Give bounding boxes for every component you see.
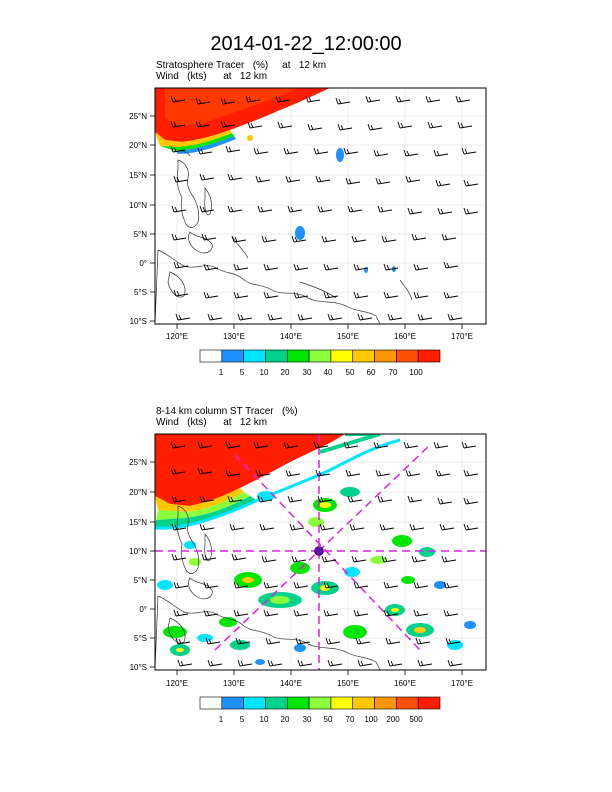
panel1-wind-label: Wind (kts) at 12 km: [156, 71, 268, 82]
panel2-lon-tick: 160°E: [394, 679, 416, 688]
panel2-lat-tick: 5°S: [134, 634, 147, 643]
colorbar-swatch: [352, 349, 375, 363]
colorbar-label: 200: [386, 715, 400, 724]
panel1-lon-tick: 150°E: [337, 332, 359, 341]
colorbar-swatch: [199, 696, 223, 710]
colorbar-label: 70: [389, 368, 398, 377]
colorbar-label: 20: [281, 715, 290, 724]
colorbar-swatch: [221, 349, 244, 363]
colorbar-swatch: [396, 349, 419, 363]
colorbar-swatch: [330, 696, 354, 710]
panel2-colorbar-labels: 1 5 10 20 30 50 70 100 200 500: [219, 715, 423, 724]
colorbar-swatch: [330, 349, 354, 363]
colorbar-label: 100: [364, 715, 378, 724]
panel2-lon-tick: 150°E: [337, 679, 359, 688]
panel1-lat-tick: 5°N: [134, 230, 148, 239]
panel2-field-label: 8-14 km column ST Tracer (%): [156, 406, 298, 417]
panel1-lat-tick: 15°N: [129, 171, 147, 180]
colorbar-swatch: [243, 349, 266, 363]
panel2-frame: [154, 433, 487, 671]
panel1-lat-tick: 20°N: [129, 141, 147, 150]
panel2-lon-tick: 130°E: [223, 679, 245, 688]
colorbar-swatch: [417, 349, 441, 363]
panel1-colorbar: [199, 349, 441, 363]
colorbar-label: 1: [219, 368, 224, 377]
colorbar-label: 50: [346, 368, 355, 377]
panel2-lat-tick: 25°N: [129, 458, 147, 467]
panel1-lat-tick: 25°N: [129, 112, 147, 121]
colorbar-label: 500: [409, 715, 423, 724]
colorbar-swatch: [221, 696, 244, 710]
colorbar-swatch: [265, 349, 288, 363]
colorbar-swatch: [308, 696, 332, 710]
panel2-lat-tick: 5°N: [134, 576, 148, 585]
colorbar-label: 50: [324, 715, 333, 724]
panel2-lat-tick: 0°: [139, 605, 147, 614]
panel1-lon-tick: 160°E: [394, 332, 416, 341]
panel1-colorbar-labels: 1 5 10 20 30 40 50 60 70 100: [219, 368, 423, 377]
colorbar-swatch: [286, 349, 310, 363]
colorbar-label: 10: [260, 715, 269, 724]
colorbar-swatch: [199, 349, 223, 363]
colorbar-label: 20: [281, 368, 290, 377]
panel1-lon-tick: 120°E: [166, 332, 188, 341]
colorbar-label: 60: [367, 368, 376, 377]
panel2-lat-tick: 10°S: [130, 663, 147, 672]
panel2-colorbar: [199, 696, 441, 710]
colorbar-label: 10: [260, 368, 269, 377]
page-title: 2014-01-22_12:00:00: [210, 33, 402, 55]
colorbar-label: 100: [409, 368, 423, 377]
colorbar-label: 30: [303, 715, 312, 724]
colorbar-label: 5: [240, 368, 245, 377]
panel1-lat-tick: 10°N: [129, 201, 147, 210]
colorbar-swatch: [352, 696, 375, 710]
colorbar-label: 1: [219, 715, 224, 724]
panel2-lat-tick: 20°N: [129, 488, 147, 497]
panel1-lat-tick: 10°S: [130, 317, 147, 326]
panel1-lon-tick: 140°E: [280, 332, 302, 341]
colorbar-swatch: [374, 349, 397, 363]
colorbar-swatch: [396, 696, 419, 710]
panel2-coastlines: [155, 505, 381, 670]
panel1-field-label: Stratosphere Tracer (%) at 12 km: [156, 60, 327, 71]
colorbar-swatch: [243, 696, 266, 710]
panel2-map: 25°N 20°N 15°N 10°N 5°N 0° 5°S 10°S 120°…: [129, 433, 487, 724]
panel1-lon-tick: 130°E: [223, 332, 245, 341]
panel2-lat-tick: 15°N: [129, 518, 147, 527]
panel2-wind-label: Wind (kts) at 12 km: [156, 417, 268, 428]
panel1-frame: [154, 87, 487, 325]
colorbar-swatch: [374, 696, 397, 710]
cross-section-center-marker: [314, 546, 324, 556]
panel2-lon-tick: 120°E: [166, 679, 188, 688]
colorbar-swatch: [417, 696, 441, 710]
panel2-gridlines: [155, 434, 486, 670]
colorbar-swatch: [286, 696, 310, 710]
panel1-lon-tick: 170°E: [451, 332, 473, 341]
panel2-lon-tick: 170°E: [451, 679, 473, 688]
colorbar-label: 30: [303, 368, 312, 377]
panel1-lat-tick: 5°S: [134, 288, 147, 297]
panel1-coastlines: [155, 149, 413, 324]
colorbar-label: 70: [346, 715, 355, 724]
colorbar-label: 40: [324, 368, 333, 377]
panel1-map: 25°N 20°N 15°N 10°N 5°N 0° 5°S 10°S 120°…: [129, 87, 487, 377]
panel2-lon-tick: 140°E: [280, 679, 302, 688]
panel2-lat-tick: 10°N: [129, 547, 147, 556]
colorbar-label: 5: [240, 715, 245, 724]
colorbar-swatch: [265, 696, 288, 710]
colorbar-swatch: [308, 349, 332, 363]
panel2-plot-area: [155, 434, 486, 670]
panel1-lat-tick: 0°: [139, 259, 147, 268]
panel1-plot-area: [155, 88, 486, 324]
